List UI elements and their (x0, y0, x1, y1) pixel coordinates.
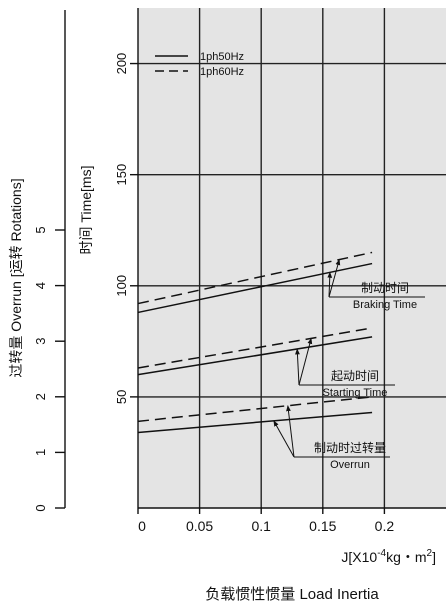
y-axis-ticks: 50 100 150 200 (114, 53, 138, 404)
x-tick-label-4: 0.2 (375, 518, 395, 534)
series-lines (137, 251, 373, 434)
annotation-leader-starting-0 (295, 348, 300, 386)
x-tick-label-1: 0.05 (186, 518, 213, 534)
x-tick-label-2: 0.1 (251, 518, 271, 534)
x-tick-label-3: 0.15 (309, 518, 336, 534)
series-line-overrun-solid (137, 411, 373, 434)
annotation-cn-braking: 制动时间 (361, 281, 409, 295)
x-axis-label-suffix: ] (432, 549, 436, 565)
legend-label-1: 1ph60Hz (200, 66, 244, 78)
y2-axis-label: 过转量 Overrun [运转 Rotations] (8, 178, 24, 377)
y-tick-label-2: 150 (114, 164, 129, 186)
y-tick-label-0: 50 (114, 390, 129, 404)
secondary-y-axis: 0 1 2 3 4 5 (33, 10, 66, 512)
y2-tick-label-0: 0 (33, 504, 48, 511)
series-line-starting-solid (137, 336, 373, 376)
annotation-en-starting: Starting Time (323, 387, 388, 399)
legend-label-0: 1ph50Hz (200, 51, 244, 63)
y2-tick-label-2: 2 (33, 393, 48, 400)
x-axis-label-prefix: J[X10 (341, 549, 377, 565)
annotation-leader-starting-1 (298, 337, 313, 386)
x-axis-label-square: 2 (427, 548, 433, 559)
x-axis-caption: 负载惯性惯量 Load Inertia (205, 586, 379, 603)
x-axis-ticks: 0 0.05 0.1 0.15 0.2 (137, 508, 395, 534)
grid-lines (138, 8, 446, 508)
x-axis-label-unit: kg・m (386, 549, 426, 565)
y2-tick-label-1: 1 (33, 449, 48, 456)
x-axis-label: J[X10-4kg・m2] (341, 548, 436, 565)
plot-background (138, 8, 446, 508)
annotation-en-overrun: Overrun (330, 459, 370, 471)
legend: 1ph50Hz 1ph60Hz (155, 51, 244, 78)
series-line-braking-dashed (137, 251, 373, 305)
series-line-braking-solid (137, 262, 373, 314)
annotation-leader-overrun-0 (273, 420, 295, 458)
annotation-en-braking: Braking Time (353, 299, 417, 311)
y-tick-label-3: 200 (114, 53, 129, 75)
y2-tick-label-4: 4 (33, 282, 48, 289)
series-line-starting-dashed (137, 327, 373, 369)
y2-tick-label-3: 3 (33, 338, 48, 345)
axes (137, 8, 446, 509)
series-line-overrun-dashed (137, 396, 373, 423)
annotation-cn-overrun: 制动时过转量 (314, 440, 386, 455)
y2-tick-label-5: 5 (33, 226, 48, 233)
annotation-leader-overrun-1 (286, 405, 295, 458)
annotation-cn-starting: 起动时间 (331, 369, 379, 383)
x-axis-label-exponent: -4 (377, 548, 386, 559)
annotations: 制动时间 Braking Time 起动时间 Starting Time 制动时过转量 O… (273, 259, 425, 471)
x-tick-label-0: 0 (138, 518, 146, 534)
annotation-leader-braking-0 (327, 271, 333, 298)
y-axis-label: 时间 Time[ms] (78, 166, 94, 255)
annotation-leader-braking-1 (328, 259, 341, 298)
y-tick-label-1: 100 (114, 275, 129, 297)
